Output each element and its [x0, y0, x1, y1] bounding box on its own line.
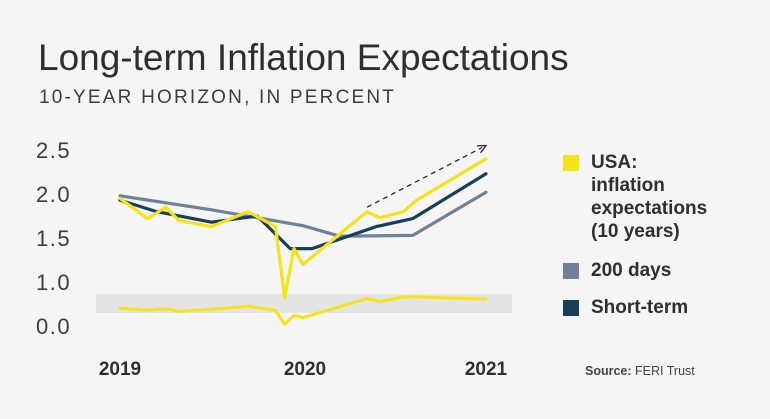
- source-note: Source: FERI Trust: [585, 364, 695, 378]
- series-line-lower: [118, 295, 488, 326]
- chart-title: Long-term Inflation Expectations: [38, 37, 569, 78]
- legend-item-short-term: Short-term: [563, 296, 763, 319]
- x-tick-label: 2019: [99, 359, 141, 380]
- trend-arrow-head: [476, 144, 488, 154]
- x-tick-label: 2021: [465, 359, 508, 380]
- y-tick-label: 2.0: [36, 182, 71, 207]
- series-line: [118, 172, 488, 251]
- series-line: [118, 190, 488, 238]
- chart-subtitle: 10-YEAR HORIZON, IN PERCENT: [39, 87, 397, 108]
- source-label: Source:: [585, 364, 632, 378]
- lower-panel-band: [96, 294, 512, 313]
- legend-label-short-term: Short-term: [591, 297, 689, 318]
- source-text: FERI Trust: [631, 364, 695, 378]
- legend-label-usa: USA: inflation expectations (10 years): [591, 152, 708, 242]
- legend-item-usa: USA: inflation expectations (10 years): [563, 151, 763, 243]
- legend-swatch-200-days: [563, 263, 579, 279]
- series-line: [118, 157, 488, 300]
- y-tick-label: 1.0: [36, 270, 71, 295]
- legend-swatch-usa: [563, 155, 579, 171]
- y-tick-label: 2.5: [36, 138, 71, 163]
- y-tick-label: 0.0: [36, 314, 71, 339]
- y-tick-label: 1.5: [36, 226, 71, 251]
- legend-item-200-days: 200 days: [563, 259, 763, 282]
- legend: USA: inflation expectations (10 years) 2…: [563, 151, 763, 333]
- legend-label-200-days: 200 days: [591, 260, 672, 281]
- legend-swatch-short-term: [563, 300, 579, 316]
- trend-arrow-line: [366, 147, 483, 208]
- x-tick-label: 2020: [284, 359, 326, 380]
